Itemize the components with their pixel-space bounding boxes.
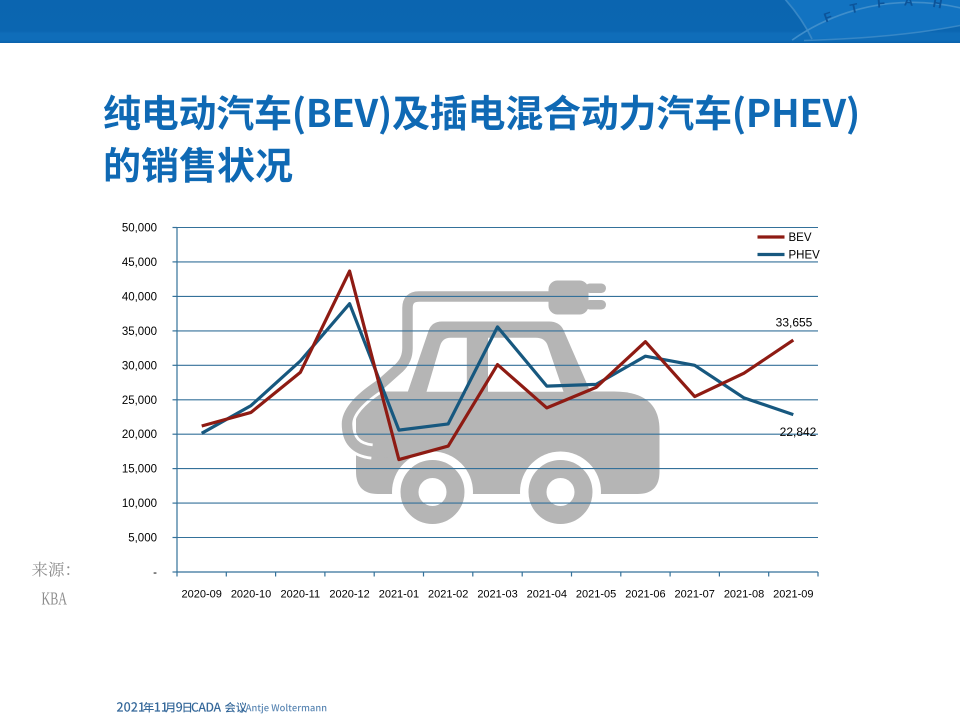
svg-text:2021-01: 2021-01	[379, 589, 419, 601]
svg-text:10,000: 10,000	[122, 498, 157, 510]
svg-text:15,000: 15,000	[122, 464, 157, 476]
svg-text:KBA: KBA	[42, 589, 68, 609]
svg-text:PHEV: PHEV	[789, 250, 821, 262]
svg-text:2021-07: 2021-07	[675, 589, 715, 601]
svg-text:2020-12: 2020-12	[329, 589, 369, 601]
svg-text:30,000: 30,000	[122, 360, 157, 372]
svg-text:2021-03: 2021-03	[477, 589, 517, 601]
svg-text:20,000: 20,000	[122, 429, 157, 441]
svg-text:35,000: 35,000	[122, 326, 157, 338]
svg-text:50,000: 50,000	[122, 223, 157, 235]
svg-text:2021-05: 2021-05	[576, 589, 616, 601]
svg-text:2021-09: 2021-09	[773, 589, 813, 601]
svg-text:45,000: 45,000	[122, 257, 157, 269]
svg-text:33,655: 33,655	[776, 316, 813, 330]
svg-text:2020-09: 2020-09	[182, 589, 222, 601]
svg-text:22,842: 22,842	[780, 425, 817, 439]
svg-text:25,000: 25,000	[122, 395, 157, 407]
svg-text:2020-11: 2020-11	[281, 589, 321, 601]
svg-text:-: -	[153, 567, 157, 579]
svg-text:2021-08: 2021-08	[724, 589, 764, 601]
svg-text:40,000: 40,000	[122, 291, 157, 303]
svg-text:5,000: 5,000	[128, 533, 157, 545]
svg-text:2021-02: 2021-02	[428, 589, 468, 601]
svg-text:2020-10: 2020-10	[231, 589, 271, 601]
svg-text:BEV: BEV	[789, 232, 812, 244]
svg-text:2021-04: 2021-04	[527, 589, 567, 601]
svg-text:2021-06: 2021-06	[625, 589, 665, 601]
